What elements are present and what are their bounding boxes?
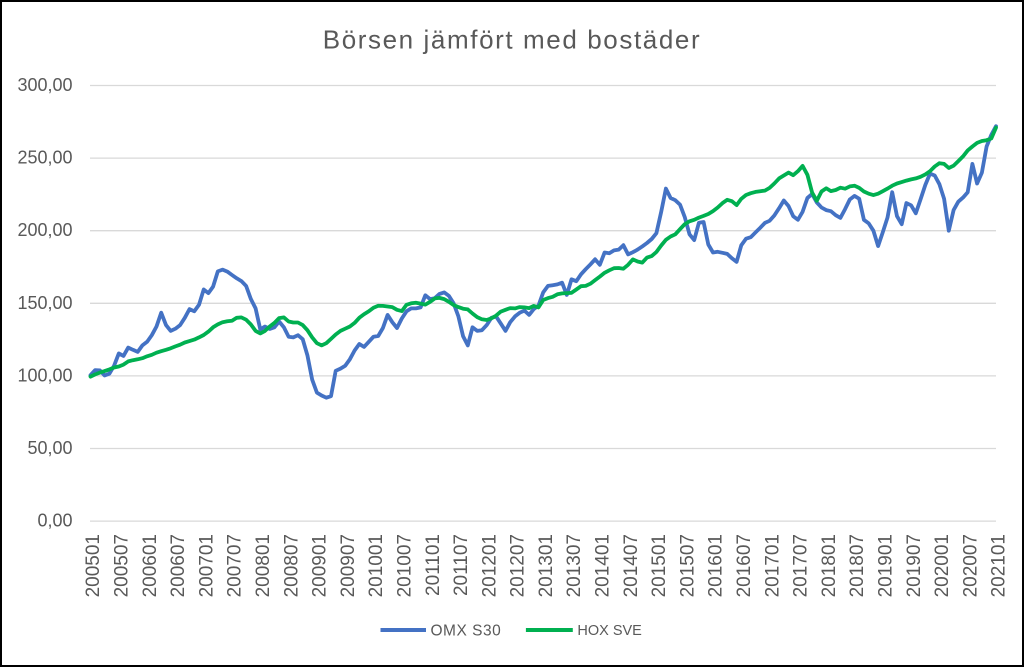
svg-text:201107: 201107 — [451, 534, 472, 596]
svg-text:201307: 201307 — [564, 534, 585, 597]
svg-text:200,00: 200,00 — [17, 220, 72, 240]
svg-text:200801: 200801 — [253, 534, 274, 597]
svg-text:HOX SVE: HOX SVE — [577, 623, 642, 639]
svg-text:300,00: 300,00 — [17, 75, 72, 95]
svg-text:200607: 200607 — [168, 534, 189, 597]
svg-text:50,00: 50,00 — [27, 438, 72, 458]
svg-text:201501: 201501 — [649, 534, 670, 597]
svg-text:201601: 201601 — [706, 534, 727, 597]
svg-text:200501: 200501 — [83, 534, 104, 597]
svg-text:OMX S30: OMX S30 — [431, 622, 502, 639]
svg-text:0,00: 0,00 — [37, 511, 72, 531]
svg-text:200907: 200907 — [338, 534, 359, 597]
svg-text:201507: 201507 — [677, 534, 698, 597]
svg-text:200701: 200701 — [196, 534, 217, 597]
svg-text:100,00: 100,00 — [17, 365, 72, 385]
svg-text:200507: 200507 — [112, 534, 133, 597]
svg-text:201301: 201301 — [536, 534, 557, 597]
svg-text:200707: 200707 — [225, 534, 246, 597]
svg-text:201907: 201907 — [904, 534, 925, 597]
svg-text:Börsen jämfört med bostäder: Börsen jämfört med bostäder — [323, 25, 701, 55]
svg-text:201707: 201707 — [791, 534, 812, 597]
svg-text:201201: 201201 — [479, 534, 500, 597]
svg-text:202007: 202007 — [960, 534, 981, 597]
svg-text:201007: 201007 — [395, 534, 416, 597]
svg-text:202101: 202101 — [989, 534, 1010, 597]
svg-text:202001: 202001 — [932, 534, 953, 597]
svg-text:201901: 201901 — [876, 534, 897, 597]
svg-text:201207: 201207 — [508, 534, 529, 597]
svg-text:201607: 201607 — [734, 534, 755, 597]
svg-text:250,00: 250,00 — [17, 148, 72, 168]
svg-text:200601: 200601 — [140, 534, 161, 597]
svg-text:201801: 201801 — [819, 534, 840, 597]
svg-text:200807: 200807 — [281, 534, 302, 597]
svg-text:201101: 201101 — [423, 534, 444, 596]
svg-text:201807: 201807 — [847, 534, 868, 597]
svg-text:201401: 201401 — [593, 534, 614, 597]
svg-text:200901: 200901 — [310, 534, 331, 597]
svg-text:150,00: 150,00 — [17, 293, 72, 313]
svg-text:201001: 201001 — [366, 534, 387, 597]
svg-text:201407: 201407 — [621, 534, 642, 597]
svg-text:201701: 201701 — [762, 534, 783, 597]
